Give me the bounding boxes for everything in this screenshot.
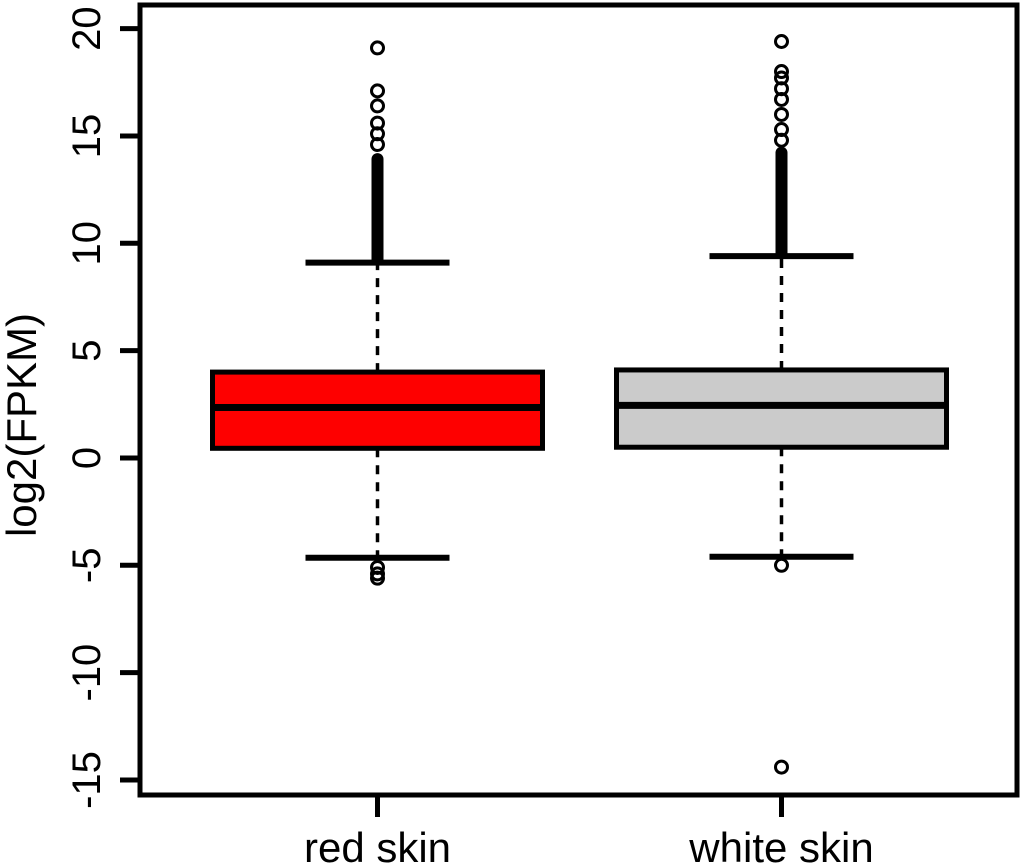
outlier-point-white-skin	[774, 122, 789, 138]
y-tick-label: 5	[65, 339, 109, 361]
y-tick-label: -10	[65, 644, 109, 702]
outlier-point-red-skin	[370, 570, 385, 586]
y-tick-label: 10	[65, 221, 109, 265]
x-tick-label-red-skin: red skin	[304, 824, 451, 868]
y-tick-label: -15	[65, 751, 109, 809]
outlier-point-red-skin	[370, 40, 385, 56]
y-tick-label: -5	[65, 548, 109, 584]
x-tick-label-white-skin: white skin	[688, 824, 873, 868]
y-axis-title: log2(FPKM)	[0, 313, 45, 537]
outlier-point-red-skin	[370, 115, 385, 131]
outlier-point-red-skin	[370, 83, 385, 99]
outlier-point-white-skin	[774, 70, 789, 86]
outlier-point-white-skin	[774, 64, 789, 80]
y-tick-label: 15	[65, 114, 109, 159]
outlier-dense-band-white-skin	[775, 146, 788, 260]
outlier-dense-band-red-skin	[371, 153, 384, 266]
outlier-point-white-skin	[774, 33, 789, 49]
plot-frame	[137, 2, 1020, 798]
y-tick-label: 0	[65, 447, 109, 469]
outlier-point-white-skin	[774, 759, 789, 775]
y-tick-label: 20	[65, 6, 109, 51]
outlier-point-white-skin	[774, 106, 789, 122]
outlier-point-red-skin	[370, 98, 385, 114]
outlier-point-white-skin	[774, 557, 789, 573]
